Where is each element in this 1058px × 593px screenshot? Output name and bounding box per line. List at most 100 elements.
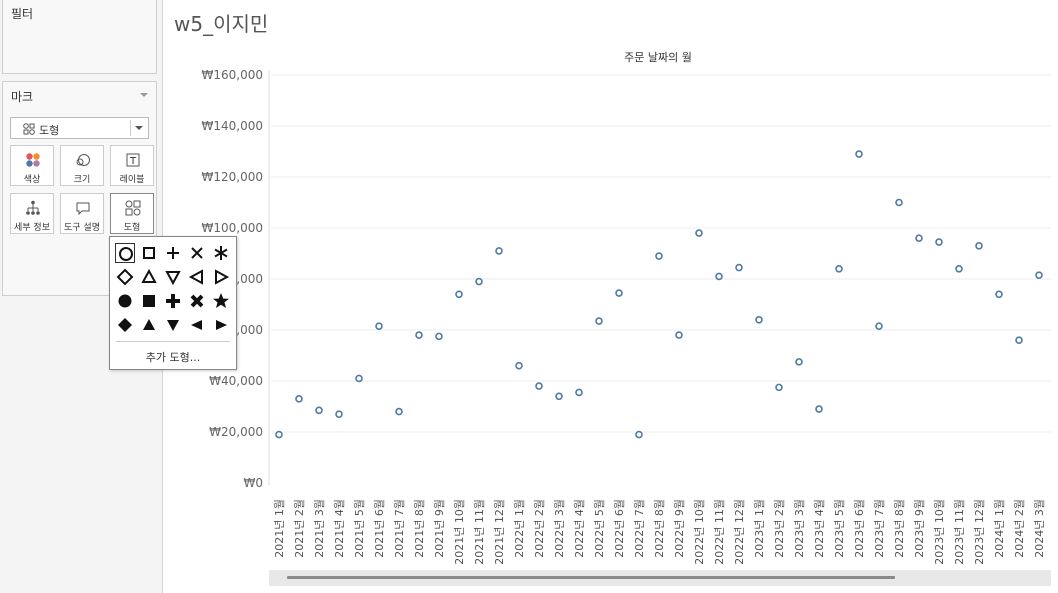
- shape-triangle-up-open-icon[interactable]: [139, 267, 159, 287]
- y-tick-label: ₩20,000: [209, 425, 263, 439]
- y-tick-label: ₩140,000: [202, 119, 264, 133]
- x-tick-label: 2021년 5월: [353, 499, 366, 558]
- dropdown-divider: [130, 120, 131, 136]
- shape-triangle-down-filled-icon[interactable]: [163, 315, 183, 335]
- x-tick-label: 2022년 6월: [613, 499, 626, 558]
- shape-diamond-filled-icon[interactable]: [115, 315, 135, 335]
- x-tick-label: 2024년 1월: [993, 499, 1006, 558]
- x-tick-label: 2023년 3월: [793, 499, 806, 558]
- x-tick-label: 2023년 4월: [813, 499, 826, 558]
- mark-type-dropdown[interactable]: 도형: [10, 117, 149, 139]
- x-tick-label: 2021년 2월: [293, 499, 306, 558]
- x-tick-label: 2022년 4월: [573, 499, 586, 558]
- filters-card[interactable]: 필터: [2, 0, 157, 74]
- data-point: [995, 290, 1003, 299]
- x-tick-label: 2021년 12월: [493, 499, 506, 565]
- color-button-label: 색상: [23, 175, 41, 185]
- x-tick-label: 2023년 8월: [893, 499, 906, 558]
- data-point: [695, 229, 703, 237]
- svg-text:T: T: [129, 156, 137, 167]
- size-button-label: 크기: [73, 175, 91, 185]
- shape-star-icon[interactable]: [211, 291, 231, 311]
- marks-card: 마크 도형 색상 크기: [2, 81, 157, 296]
- detail-button-label: 세부 정보: [14, 223, 50, 233]
- data-point: [595, 317, 603, 325]
- data-point: [795, 358, 803, 366]
- shape-triangle-left-filled-icon[interactable]: [187, 315, 207, 335]
- shape-plus-icon[interactable]: [163, 243, 183, 263]
- label-button[interactable]: T 레이블: [110, 145, 154, 186]
- shape-triangle-right-filled-icon[interactable]: [211, 315, 231, 335]
- label-button-label: 레이블: [119, 175, 145, 185]
- data-point: [1035, 271, 1043, 279]
- data-point: [895, 198, 903, 207]
- x-tick-label: 2021년 3월: [313, 499, 326, 558]
- chevron-down-icon: [135, 126, 143, 130]
- shape-square-filled-icon[interactable]: [139, 291, 159, 311]
- scatter-chart: ₩160,000₩140,000₩120,000₩100,000₩80,000₩…: [202, 68, 1051, 586]
- x-tick-label: 2021년 6월: [373, 499, 386, 558]
- shape-triangle-right-open-icon[interactable]: [211, 267, 231, 287]
- x-tick-label: 2022년 5월: [593, 499, 606, 558]
- shape-asterisk-icon[interactable]: [211, 243, 231, 263]
- data-point: [735, 263, 743, 272]
- color-button[interactable]: 색상: [10, 145, 54, 186]
- popup-divider: [116, 341, 230, 342]
- scrollbar-thumb[interactable]: [287, 576, 895, 579]
- tooltip-button[interactable]: 도구 설명: [60, 193, 104, 234]
- data-point: [775, 383, 783, 392]
- marks-menu-arrow-icon[interactable]: [140, 93, 148, 97]
- data-point: [635, 430, 643, 439]
- data-point: [975, 242, 983, 250]
- size-button[interactable]: 크기: [60, 145, 104, 186]
- x-tick-label: 2022년 10월: [693, 499, 706, 565]
- shape-button-label: 도형: [123, 223, 141, 233]
- shape-times-bold-icon[interactable]: [187, 291, 207, 311]
- detail-button[interactable]: 세부 정보: [10, 193, 54, 234]
- speech-bubble-icon: [76, 202, 90, 216]
- data-point: [755, 315, 763, 324]
- tooltip-button-label: 도구 설명: [64, 223, 100, 233]
- x-tick-label: 2023년 1월: [753, 499, 766, 558]
- data-point: [415, 331, 423, 339]
- x-tick-label: 2021년 9월: [433, 499, 446, 558]
- x-tick-label: 2023년 2월: [773, 499, 786, 558]
- y-tick-label: ₩100,000: [202, 221, 264, 235]
- filters-title: 필터: [11, 7, 34, 21]
- data-point: [375, 322, 383, 330]
- data-point: [675, 331, 683, 339]
- x-tick-label: 2022년 9월: [673, 499, 686, 558]
- shape-button[interactable]: 도형: [110, 193, 154, 234]
- data-point: [455, 290, 463, 299]
- x-tick-label: 2023년 10월: [933, 499, 946, 565]
- data-point: [935, 238, 943, 246]
- shape-square-open-icon[interactable]: [139, 243, 159, 263]
- data-point: [815, 405, 823, 413]
- x-tick-label: 2023년 9월: [913, 499, 926, 558]
- shape-circle-open-icon[interactable]: [115, 243, 135, 263]
- y-tick-label: ₩40,000: [209, 374, 263, 388]
- data-point: [715, 272, 723, 281]
- shape-plus-bold-icon[interactable]: [163, 291, 183, 311]
- more-shapes-link[interactable]: 추가 도형...: [145, 351, 201, 364]
- data-point: [575, 388, 583, 397]
- x-tick-label: 2021년 8월: [413, 499, 426, 558]
- shape-diamond-open-icon[interactable]: [115, 267, 135, 287]
- data-point: [355, 374, 363, 383]
- shape-triangle-up-filled-icon[interactable]: [139, 315, 159, 335]
- shape-times-icon[interactable]: [187, 243, 207, 263]
- x-tick-label: 2022년 3월: [553, 499, 566, 558]
- marks-title: 마크: [11, 90, 34, 104]
- shape-icon: [23, 123, 35, 135]
- data-point: [275, 430, 283, 439]
- shape-triangle-down-open-icon[interactable]: [163, 267, 183, 287]
- data-point: [615, 289, 623, 297]
- shape-palette-popup: 추가 도형...: [109, 236, 237, 370]
- shape-circle-filled-icon[interactable]: [115, 291, 135, 311]
- data-point: [515, 361, 523, 370]
- x-tick-label: 2023년 5월: [833, 499, 846, 558]
- shape-triangle-left-open-icon[interactable]: [187, 267, 207, 287]
- x-tick-label: 2022년 8월: [653, 499, 666, 558]
- x-tick-label: 2024년 2월: [1013, 499, 1026, 558]
- data-point: [555, 392, 563, 401]
